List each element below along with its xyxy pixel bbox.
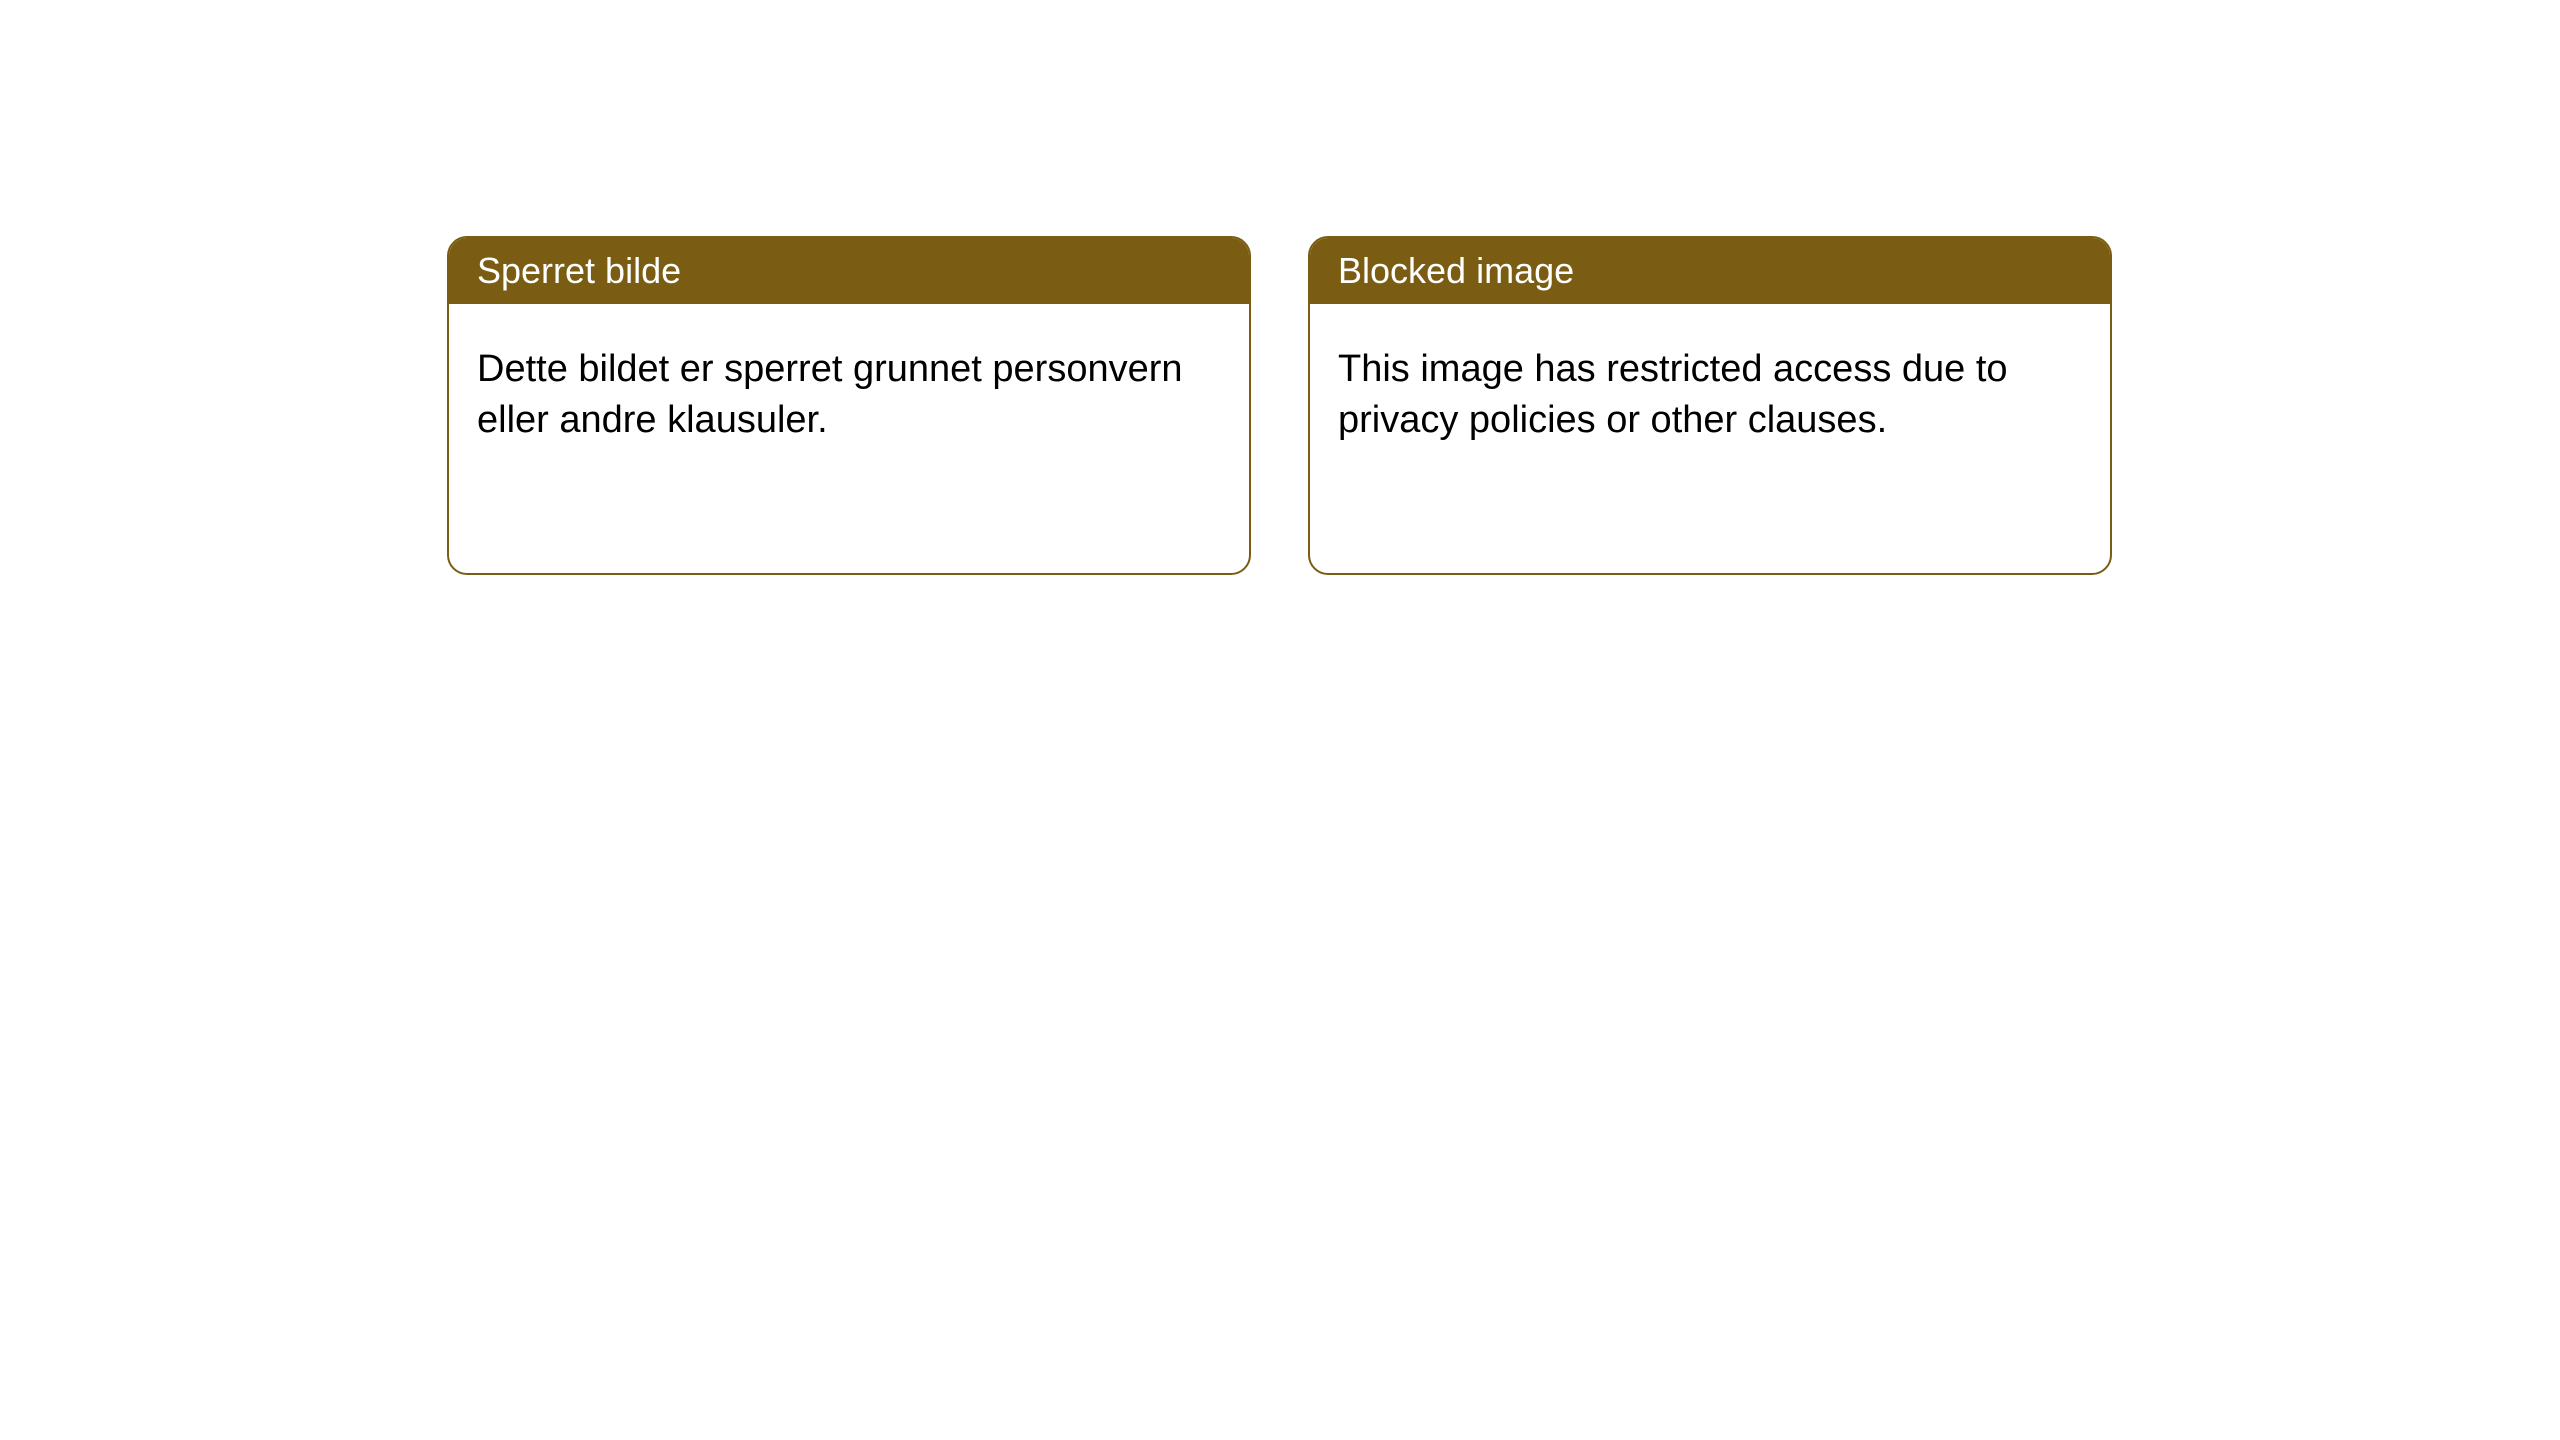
notice-card-norwegian: Sperret bilde Dette bildet er sperret gr… <box>447 236 1251 575</box>
notice-body-norwegian: Dette bildet er sperret grunnet personve… <box>449 304 1249 487</box>
notice-body-english: This image has restricted access due to … <box>1310 304 2110 487</box>
notice-card-english: Blocked image This image has restricted … <box>1308 236 2112 575</box>
notice-title-english: Blocked image <box>1310 238 2110 304</box>
notice-container: Sperret bilde Dette bildet er sperret gr… <box>447 236 2112 575</box>
notice-title-norwegian: Sperret bilde <box>449 238 1249 304</box>
